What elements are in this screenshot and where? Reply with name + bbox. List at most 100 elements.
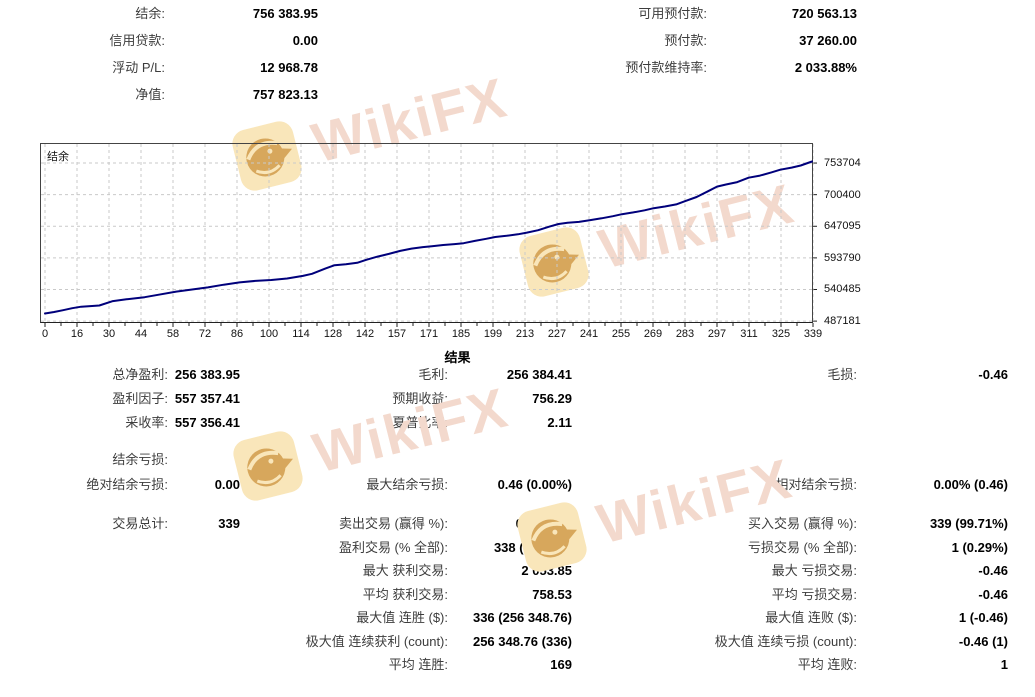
result-label: 毛损: (827, 367, 857, 382)
result-value: 169 (550, 657, 572, 672)
summary-row-margin: 预付款: 37 260.00 (540, 27, 857, 54)
margin-value: 37 260.00 (799, 33, 857, 48)
credit-label: 信用贷款: (109, 33, 165, 48)
result-value: 758.53 (532, 587, 572, 602)
account-summary-left: 结余: 756 383.95 信用贷款: 0.00 浮动 P/L: 12 968… (0, 0, 318, 108)
x-axis-label: 269 (643, 328, 663, 340)
account-summary-right: 可用预付款: 720 563.13 预付款: 37 260.00 预付款维持率:… (540, 0, 857, 81)
result-value: -0.46 (1) (958, 634, 1008, 649)
result-value: -0.46 (978, 563, 1008, 578)
x-axis-label: 185 (451, 328, 471, 340)
y-axis-label: 753704 (824, 157, 861, 170)
free-margin-value: 720 563.13 (791, 6, 857, 21)
result-label: 平均 亏损交易: (771, 587, 857, 602)
result-label: 最大结余亏损: (366, 477, 448, 492)
x-axis-label: 227 (547, 328, 567, 340)
result-value: 336 (256 348.76) (472, 610, 572, 625)
results-row: 盈利因子: 557 357.41 预期收益: 756.29 (0, 389, 1035, 409)
result-label: 平均 连胜: (388, 657, 448, 672)
summary-row-floating-pl: 浮动 P/L: 12 968.78 (0, 54, 318, 81)
x-axis-label: 16 (70, 328, 84, 340)
result-value: 256 348.76 (336) (472, 634, 572, 649)
x-axis-label: 128 (323, 328, 343, 340)
result-label: 最大值 连胜 ($): (356, 610, 448, 625)
result-label: 盈利交易 (% 全部): (338, 540, 448, 555)
results-row: 交易总计: 339 卖出交易 (赢得 %): 0 (0.00%) 买入交易 (赢得 %)… (0, 514, 1035, 534)
floating-pl-value: 12 968.78 (260, 60, 318, 75)
result-value: -0.46 (978, 587, 1008, 602)
margin-label: 预付款: (664, 33, 707, 48)
chart-legend-balance: 结余 (47, 151, 69, 163)
result-value: 557 357.41 (174, 391, 240, 406)
result-label: 买入交易 (赢得 %): (747, 516, 857, 531)
result-value: 0 (0.00%) (515, 516, 572, 531)
result-value: 1 (-0.46) (958, 610, 1008, 625)
result-value: 0.46 (0.00%) (497, 477, 572, 492)
summary-row-margin-level: 预付款维持率: 2 033.88% (540, 54, 857, 81)
result-label: 平均 获利交易: (362, 587, 448, 602)
result-label: 最大 获利交易: (362, 563, 448, 578)
credit-value: 0.00 (292, 33, 318, 48)
results-row: 极大值 连续获利 (count): 256 348.76 (336) 极大值 连续亏… (0, 632, 1035, 652)
results-row: 绝对结余亏损: 0.00 最大结余亏损: 0.46 (0.00%) 相对结余亏损: 0.0… (0, 475, 1035, 495)
margin-level-label: 预付款维持率: (625, 60, 707, 75)
result-label: 最大 亏损交易: (771, 563, 857, 578)
result-value: 1 (0.29%) (951, 540, 1008, 555)
result-value: 756.29 (532, 391, 572, 406)
balance-chart (40, 143, 817, 327)
x-axis-label: 339 (803, 328, 823, 340)
results-row: 采收率: 557 356.41 夏普比率: 2.11 (0, 413, 1035, 433)
y-axis-label: 647095 (824, 220, 861, 233)
x-axis-label: 100 (259, 328, 279, 340)
result-label: 最大值 连败 ($): (765, 610, 857, 625)
x-axis-label: 297 (707, 328, 727, 340)
results-row: 平均 获利交易: 758.53 平均 亏损交易: -0.46 (0, 585, 1035, 605)
x-axis-label: 30 (102, 328, 116, 340)
result-label: 盈利因子: (112, 391, 168, 406)
result-value: 0.00 (214, 477, 240, 492)
summary-row-equity: 净值: 757 823.13 (0, 81, 318, 108)
x-axis-label: 58 (166, 328, 180, 340)
floating-pl-label: 浮动 P/L: (112, 60, 165, 75)
x-axis-label: 86 (230, 328, 244, 340)
results-row: 总净盈利: 256 383.95 毛利: 256 384.41 毛损: -0.46 (0, 365, 1035, 385)
result-value: 2.11 (547, 415, 572, 430)
results-row: 平均 连胜: 169 平均 连败: 1 (0, 655, 1035, 675)
results-row: 最大 获利交易: 2 053.85 最大 亏损交易: -0.46 (0, 561, 1035, 581)
results-row: 盈利交易 (% 全部): 338 (99.71%) 亏损交易 (% 全部): 1 (0… (0, 538, 1035, 558)
results-row: 最大值 连胜 ($): 336 (256 348.76) 最大值 连败 ($): 1 … (0, 608, 1035, 628)
equity-label: 净值: (135, 87, 165, 102)
result-value: 0.00% (0.46) (933, 477, 1008, 492)
result-value: 1 (1000, 657, 1008, 672)
x-axis-label: 311 (740, 328, 758, 340)
result-label: 亏损交易 (% 全部): (747, 540, 857, 555)
result-label: 极大值 连续亏损 (count): (714, 634, 857, 649)
x-axis-label: 157 (387, 328, 407, 340)
result-label: 总净盈利: (112, 367, 168, 382)
x-axis-label: 142 (355, 328, 375, 340)
x-axis-label: 241 (579, 328, 599, 340)
result-value: 338 (99.71%) (493, 540, 572, 555)
equity-value: 757 823.13 (252, 87, 318, 102)
result-label: 极大值 连续获利 (count): (305, 634, 448, 649)
x-axis-label: 44 (134, 328, 148, 340)
summary-row-balance: 结余: 756 383.95 (0, 0, 318, 27)
x-axis-label: 255 (611, 328, 631, 340)
result-label: 采收率: (125, 415, 168, 430)
result-value: 256 383.95 (174, 367, 240, 382)
x-axis-label: 213 (515, 328, 535, 340)
result-label: 毛利: (418, 367, 448, 382)
result-value: 256 384.41 (506, 367, 572, 382)
summary-row-free-margin: 可用预付款: 720 563.13 (540, 0, 857, 27)
result-value: -0.46 (978, 367, 1008, 382)
x-axis-label: 283 (675, 328, 695, 340)
results-row: 结余亏损: (0, 450, 1035, 470)
x-axis-label: 199 (483, 328, 503, 340)
x-axis-label: 114 (292, 328, 310, 340)
result-value: 339 (218, 516, 240, 531)
y-axis-label: 487181 (824, 315, 861, 328)
y-axis-label: 593790 (824, 251, 861, 264)
result-label: 夏普比率: (392, 415, 448, 430)
y-axis-label: 700400 (824, 188, 861, 201)
